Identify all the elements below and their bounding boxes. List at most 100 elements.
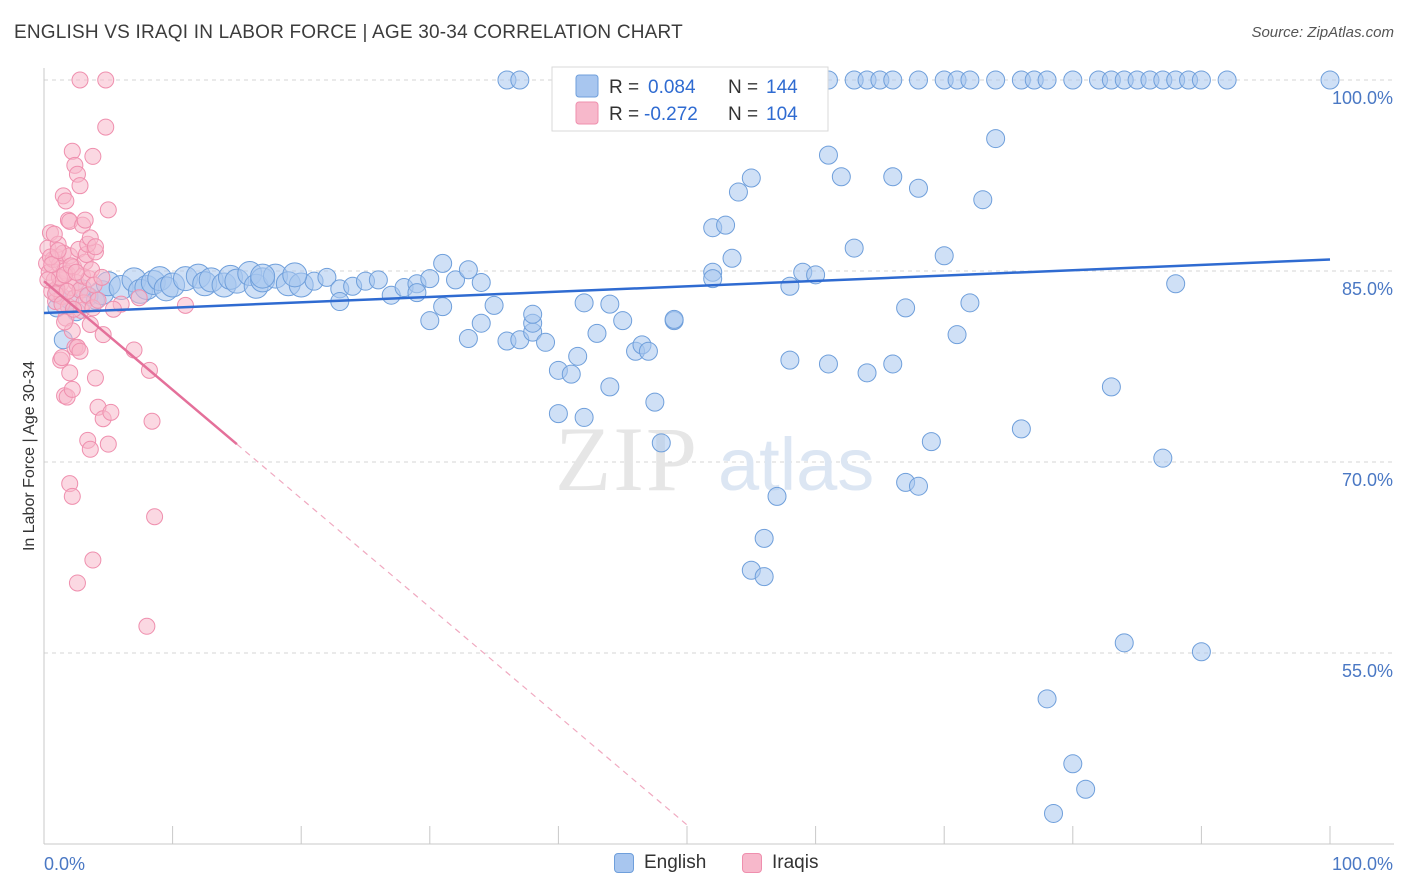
english-point-63 xyxy=(568,346,588,366)
english-point-72 xyxy=(638,341,658,361)
bottom-legend: English Iraqis xyxy=(0,852,1406,878)
english-point-86 xyxy=(754,528,774,548)
iraqi-point-78 xyxy=(102,403,120,421)
iraqi-point-80 xyxy=(125,341,143,359)
english-point-76 xyxy=(664,309,684,329)
trend-lines xyxy=(43,258,1331,826)
english-point-83 xyxy=(741,168,761,188)
english-point-93 xyxy=(818,145,838,165)
iraqi-point-67 xyxy=(61,364,79,382)
iraqi-point-93 xyxy=(49,242,67,260)
legend-r-label-iraqi: R = xyxy=(609,104,639,125)
iraqi-point-83 xyxy=(146,508,164,526)
iraqi-point-71 xyxy=(71,342,89,360)
bottom-legend-label-english: English xyxy=(644,852,707,873)
iraqi-point-61 xyxy=(99,201,117,219)
english-point-87 xyxy=(767,486,787,506)
iraqi-point-57 xyxy=(84,147,102,165)
legend-swatch-english xyxy=(575,74,599,98)
iraqi-point-89 xyxy=(56,313,74,331)
source-label: Source: ZipAtlas.com xyxy=(1251,24,1394,41)
english-point-81 xyxy=(722,248,742,268)
english-point-85 xyxy=(754,567,774,587)
iraqi-point-46 xyxy=(57,192,75,210)
english-point-45 xyxy=(250,263,276,289)
x-tick-label-1: 100.0% xyxy=(1332,854,1393,874)
y-tick-labels: 55.0% 70.0% 85.0% 100.0% xyxy=(1332,88,1393,681)
english-point-95 xyxy=(844,238,864,258)
english-point-91 xyxy=(806,265,826,285)
y-tick-label-1: 70.0% xyxy=(1342,470,1393,490)
bottom-legend-iraqis: Iraqis xyxy=(742,852,818,874)
english-point-62 xyxy=(561,364,581,384)
gridlines xyxy=(44,79,1394,654)
english-point-112 xyxy=(1101,377,1121,397)
bottom-legend-label-iraqis: Iraqis xyxy=(772,852,819,873)
english-point-89 xyxy=(780,276,800,296)
bottom-legend-english: English xyxy=(614,852,706,874)
y-tick-label-0: 55.0% xyxy=(1342,661,1393,681)
english-point-49 xyxy=(420,311,440,331)
english-point-133 xyxy=(1037,70,1057,90)
english-point-100 xyxy=(908,476,928,496)
english-point-51 xyxy=(458,328,478,348)
english-point-97 xyxy=(883,354,903,374)
iraqi-point-91 xyxy=(43,256,61,274)
english-point-134 xyxy=(1063,70,1083,90)
iraqi-points xyxy=(38,71,194,635)
english-point-61 xyxy=(548,404,568,424)
english-point-69 xyxy=(613,311,633,331)
english-point-32 xyxy=(317,267,337,287)
english-point-101 xyxy=(908,178,928,198)
english-point-65 xyxy=(574,293,594,313)
iraqi-point-100 xyxy=(94,326,112,344)
english-point-109 xyxy=(1037,689,1057,709)
english-point-43 xyxy=(458,260,478,280)
english-point-110 xyxy=(1063,754,1083,774)
iraqi-point-84 xyxy=(138,617,156,635)
english-point-79 xyxy=(703,269,723,289)
english-point-36 xyxy=(368,270,388,290)
english-point-44 xyxy=(471,272,491,292)
y-tick-label-3: 100.0% xyxy=(1332,88,1393,108)
english-point-125 xyxy=(883,70,903,90)
english-point-59 xyxy=(536,332,556,352)
iraqi-point-73 xyxy=(81,440,99,458)
english-point-40 xyxy=(420,269,440,289)
english-point-129 xyxy=(960,70,980,90)
english-point-144 xyxy=(1217,70,1237,90)
axes xyxy=(43,68,1394,845)
iraqi-point-68 xyxy=(63,380,81,398)
legend-n-value-english: 144 xyxy=(766,77,798,98)
y-tick-label-2: 85.0% xyxy=(1342,279,1393,299)
iraqi-point-49 xyxy=(63,142,81,160)
iraqi-point-60 xyxy=(97,118,115,136)
english-point-42 xyxy=(446,270,466,290)
chart-title: ENGLISH VS IRAQI IN LABOR FORCE | AGE 30… xyxy=(14,22,683,43)
english-point-50 xyxy=(433,297,453,317)
iraqi-point-63 xyxy=(97,71,115,89)
english-point-104 xyxy=(947,325,967,345)
english-point-143 xyxy=(1191,70,1211,90)
iraqi-point-85 xyxy=(84,551,102,569)
english-point-64 xyxy=(574,407,594,427)
iraqi-trend-line xyxy=(43,280,238,446)
english-point-111 xyxy=(1076,779,1096,799)
english-point-149 xyxy=(883,167,903,187)
legend-n-label-iraqi: N = xyxy=(728,104,758,125)
english-point-58 xyxy=(523,304,543,324)
english-point-74 xyxy=(651,433,671,453)
english-point-68 xyxy=(600,294,620,314)
english-point-116 xyxy=(1191,642,1211,662)
iraqi-point-77 xyxy=(99,435,117,453)
english-point-126 xyxy=(908,70,928,90)
english-point-96 xyxy=(857,363,877,383)
bottom-legend-swatch-iraqis xyxy=(742,853,762,873)
english-point-53 xyxy=(484,295,504,315)
iraqi-point-99 xyxy=(67,263,85,281)
iraqi-point-98 xyxy=(65,300,83,318)
english-point-113 xyxy=(1114,633,1134,653)
english-point-41 xyxy=(433,253,453,273)
iraqi-point-88 xyxy=(63,487,81,505)
